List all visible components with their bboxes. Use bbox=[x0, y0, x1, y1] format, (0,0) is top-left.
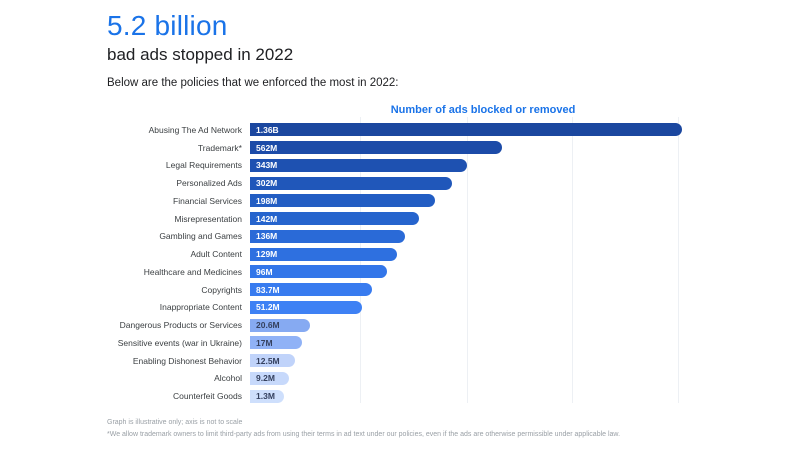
chart-row: Legal Requirements 343M bbox=[0, 157, 800, 175]
category-label: Enabling Dishonest Behavior bbox=[132, 355, 242, 366]
value-label: 9.2M bbox=[256, 373, 275, 384]
header: 5.2 billion bad ads stopped in 2022 bbox=[107, 10, 293, 65]
category-label: Alcohol bbox=[214, 373, 242, 384]
chart-row: Inappropriate Content 51.2M bbox=[0, 299, 800, 317]
chart-row: Sensitive events (war in Ukraine) 17M bbox=[0, 334, 800, 352]
bar: 302M bbox=[250, 176, 452, 190]
category-label: Copyrights bbox=[201, 284, 242, 295]
value-label: 343M bbox=[256, 160, 278, 171]
bar: 9.2M bbox=[250, 371, 289, 385]
gridline bbox=[678, 117, 679, 403]
gridline bbox=[467, 117, 468, 403]
value-label: 12.5M bbox=[256, 355, 280, 366]
category-label: Misrepresentation bbox=[174, 213, 242, 224]
category-label: Personalized Ads bbox=[176, 178, 242, 189]
value-label: 136M bbox=[256, 231, 278, 242]
category-label: Adult Content bbox=[190, 249, 242, 260]
chart-row: Enabling Dishonest Behavior 12.5M bbox=[0, 352, 800, 370]
bar: 83.7M bbox=[250, 283, 372, 297]
footnotes: Graph is illustrative only; axis is not … bbox=[107, 417, 620, 440]
chart-row: Personalized Ads 302M bbox=[0, 174, 800, 192]
bar: 142M bbox=[250, 212, 419, 226]
chart-row: Dangerous Products or Services 20.6M bbox=[0, 316, 800, 334]
chart-row: Adult Content 129M bbox=[0, 245, 800, 263]
value-label: 96M bbox=[256, 266, 273, 277]
chart-row: Alcohol 9.2M bbox=[0, 370, 800, 388]
chart-row: Healthcare and Medicines 96M bbox=[0, 263, 800, 281]
bar: 1.36B bbox=[250, 123, 682, 137]
value-label: 83.7M bbox=[256, 284, 280, 295]
category-label: Legal Requirements bbox=[165, 160, 242, 171]
category-label: Dangerous Products or Services bbox=[119, 320, 242, 331]
value-label: 142M bbox=[256, 213, 278, 224]
intro-text: Below are the policies that we enforced … bbox=[107, 77, 399, 89]
bar: 129M bbox=[250, 247, 397, 261]
chart-row: Misrepresentation 142M bbox=[0, 210, 800, 228]
category-label: Sensitive events (war in Ukraine) bbox=[117, 337, 242, 348]
value-label: 51.2M bbox=[256, 302, 280, 313]
bar: 12.5M bbox=[250, 354, 295, 368]
chart-row: Gambling and Games 136M bbox=[0, 228, 800, 246]
chart-row: Trademark* 562M bbox=[0, 139, 800, 157]
bar: 20.6M bbox=[250, 318, 310, 332]
chart-rows: Abusing The Ad Network 1.36B Trademark* 562… bbox=[0, 121, 800, 405]
bar: 17M bbox=[250, 336, 302, 350]
value-label: 129M bbox=[256, 249, 278, 260]
value-label: 1.36B bbox=[256, 124, 279, 135]
bar: 1.3M bbox=[250, 389, 284, 403]
footnote-axis-note: Graph is illustrative only; axis is not … bbox=[107, 419, 243, 426]
headline: 5.2 billion bbox=[107, 10, 228, 41]
bar: 51.2M bbox=[250, 300, 362, 314]
chart-row: Abusing The Ad Network 1.36B bbox=[0, 121, 800, 139]
category-label: Gambling and Games bbox=[159, 231, 242, 242]
value-label: 20.6M bbox=[256, 320, 280, 331]
chart-row: Financial Services 198M bbox=[0, 192, 800, 210]
category-label: Financial Services bbox=[173, 195, 242, 206]
value-label: 302M bbox=[256, 178, 278, 189]
value-label: 17M bbox=[256, 337, 273, 348]
subheadline: bad ads stopped in 2022 bbox=[107, 45, 294, 64]
chart-row: Counterfeit Goods 1.3M bbox=[0, 387, 800, 405]
footnote-trademark-note: *We allow trademark owners to limit thir… bbox=[107, 430, 621, 438]
bar: 198M bbox=[250, 194, 435, 208]
bar: 136M bbox=[250, 229, 405, 243]
bar: 343M bbox=[250, 158, 467, 172]
category-label: Inappropriate Content bbox=[159, 302, 242, 313]
category-label: Healthcare and Medicines bbox=[143, 266, 242, 277]
category-label: Trademark* bbox=[197, 142, 242, 153]
chart-title: Number of ads blocked or removed bbox=[390, 104, 576, 116]
gridline bbox=[572, 117, 573, 403]
chart-row: Copyrights 83.7M bbox=[0, 281, 800, 299]
bar: 562M bbox=[250, 141, 502, 155]
value-label: 198M bbox=[256, 195, 278, 206]
bar: 96M bbox=[250, 265, 387, 279]
value-label: 562M bbox=[256, 142, 278, 153]
category-label: Abusing The Ad Network bbox=[148, 124, 242, 135]
category-label: Counterfeit Goods bbox=[173, 391, 242, 402]
value-label: 1.3M bbox=[256, 391, 275, 402]
